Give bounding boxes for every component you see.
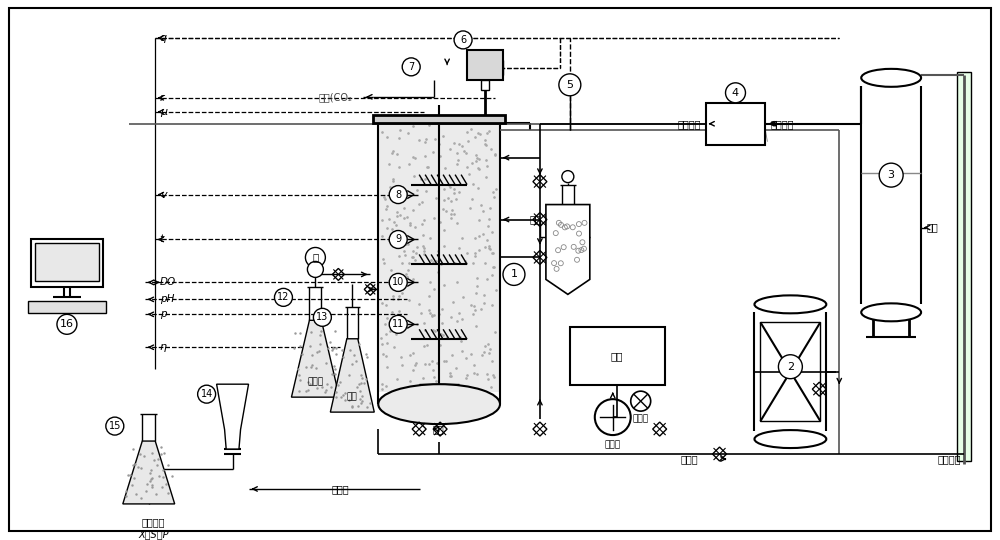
Bar [28, 301, 106, 313]
Circle shape [726, 83, 745, 103]
Bar [373, 115, 505, 123]
Text: DO: DO [160, 278, 176, 287]
Ellipse shape [754, 295, 826, 313]
Text: 氨水: 氨水 [347, 393, 358, 402]
Circle shape [389, 315, 407, 333]
Text: 11: 11 [392, 319, 404, 329]
Text: 13: 13 [316, 312, 329, 322]
Polygon shape [547, 220, 589, 293]
Text: 循环泵: 循环泵 [605, 441, 621, 450]
Text: 7: 7 [408, 62, 414, 72]
Bar [957, 72, 971, 461]
Text: 供水系统: 供水系统 [937, 454, 961, 464]
Ellipse shape [378, 384, 500, 424]
Text: r: r [160, 93, 164, 103]
Bar [481, 80, 489, 90]
Circle shape [198, 385, 216, 403]
Polygon shape [291, 320, 339, 397]
Bar [706, 103, 765, 145]
Ellipse shape [861, 303, 921, 321]
Circle shape [559, 74, 581, 96]
Text: ⑫: ⑫ [312, 253, 319, 262]
Polygon shape [330, 339, 374, 412]
Circle shape [313, 308, 331, 326]
Circle shape [389, 186, 407, 204]
Text: 3: 3 [888, 170, 895, 180]
Text: 冷却水: 冷却水 [681, 454, 698, 464]
Circle shape [307, 261, 323, 278]
Circle shape [879, 163, 903, 187]
Circle shape [778, 355, 802, 379]
Text: 水筱: 水筱 [611, 351, 623, 361]
Text: 离线化验: 离线化验 [142, 517, 165, 527]
Text: 4: 4 [732, 88, 739, 98]
Text: 出水口: 出水口 [332, 484, 349, 494]
Circle shape [106, 417, 124, 435]
Text: 2: 2 [787, 362, 794, 372]
Text: v: v [160, 190, 166, 200]
Text: q: q [160, 33, 167, 43]
Circle shape [389, 231, 407, 248]
Text: p: p [160, 309, 166, 319]
Text: 12: 12 [277, 292, 290, 302]
Polygon shape [217, 384, 249, 449]
Circle shape [57, 314, 77, 334]
Polygon shape [546, 205, 590, 294]
Bar [467, 50, 503, 80]
Text: 15: 15 [109, 421, 121, 431]
Circle shape [503, 264, 525, 286]
Text: 葡萄糖: 葡萄糖 [307, 377, 323, 387]
Text: X，S，P: X，S，P [138, 529, 169, 539]
Text: 1: 1 [510, 269, 517, 279]
Text: pH: pH [160, 294, 174, 305]
Circle shape [454, 31, 472, 49]
Text: η: η [160, 342, 167, 352]
Text: 无菌空气: 无菌空气 [677, 119, 701, 129]
Text: μ: μ [160, 107, 167, 117]
Text: 电磁阀: 电磁阀 [633, 415, 649, 423]
Text: 16: 16 [60, 319, 74, 329]
Text: 8: 8 [395, 190, 401, 200]
Text: 10: 10 [392, 278, 404, 287]
Text: 5: 5 [566, 80, 573, 90]
Text: 空气: 空气 [926, 222, 938, 233]
Text: 压缩空气: 压缩空气 [770, 119, 794, 129]
Polygon shape [123, 441, 175, 504]
Text: 出料: 出料 [432, 424, 444, 434]
Text: 褥汽: 褥汽 [529, 214, 541, 225]
Text: 14: 14 [201, 389, 213, 399]
Text: t: t [160, 234, 164, 245]
Ellipse shape [754, 430, 826, 448]
Bar [31, 239, 103, 287]
Text: 6: 6 [460, 35, 466, 45]
Circle shape [389, 273, 407, 292]
Circle shape [402, 58, 420, 76]
Bar [760, 322, 820, 421]
Bar [379, 123, 499, 392]
Circle shape [274, 288, 292, 306]
Ellipse shape [861, 69, 921, 87]
Bar [570, 327, 665, 385]
Bar [35, 244, 99, 281]
Text: 尾气(CO₂: 尾气(CO₂ [318, 92, 352, 102]
Text: 9: 9 [395, 234, 401, 245]
